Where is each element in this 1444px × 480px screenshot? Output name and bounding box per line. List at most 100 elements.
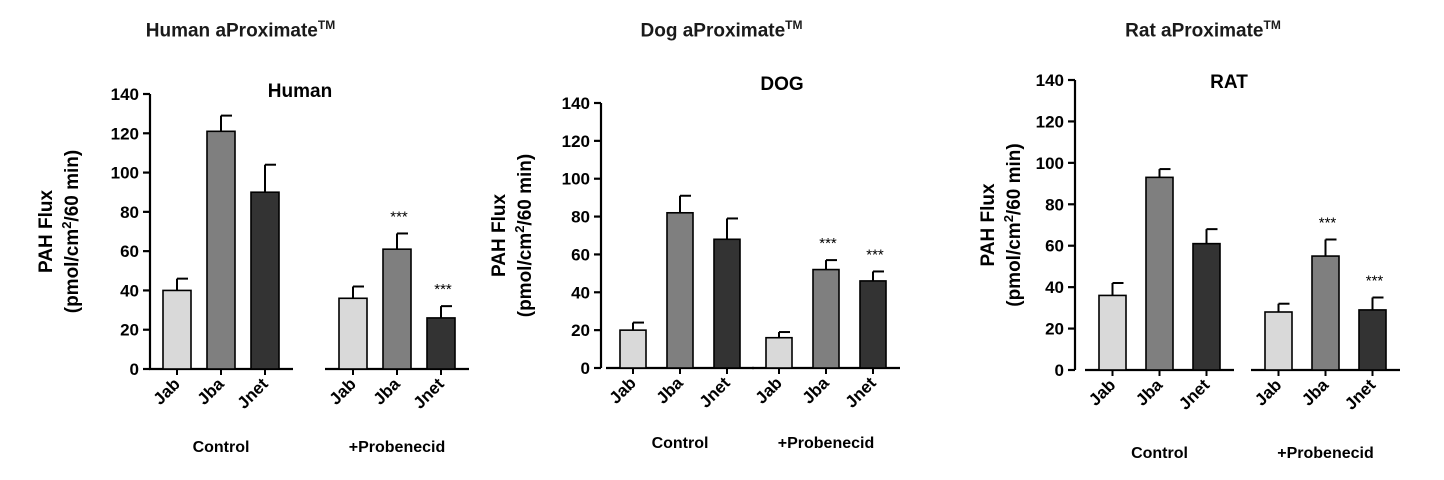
significance-marker: ***	[390, 208, 408, 225]
y-axis-label-line1: PAH Flux	[36, 190, 57, 273]
y-tick-label: 40	[1045, 278, 1064, 297]
x-tick-label: Jnet	[1341, 375, 1379, 413]
y-tick-label: 0	[1055, 361, 1064, 380]
y-axis-label-line2: (pmol/cm2/60 min)	[59, 150, 83, 314]
y-axis-label-unit-sup: 2	[512, 226, 527, 233]
bar-jnet	[713, 238, 741, 369]
y-axis-label-unit-post: /60 min)	[1004, 143, 1025, 215]
bar-jba	[1311, 255, 1340, 371]
group-label: +Probenecid	[778, 435, 874, 452]
x-tick-label: Jba	[194, 374, 229, 409]
panel-header-text: Rat aProximate	[1125, 20, 1264, 42]
y-axis-label-unit-post: /60 min)	[515, 154, 536, 226]
bar-jab	[619, 329, 647, 369]
chart-dog: DOG 0 20 40 60 80 100 120 140 PAH Flux (pmol/cm2/6…	[489, 74, 900, 452]
x-tick-label: Jnet	[1175, 375, 1213, 413]
x-tick-label: Jba	[1132, 375, 1167, 410]
y-tick-label: 140	[111, 85, 139, 104]
bar-jnet	[859, 280, 887, 369]
x-tick-label: Jab	[752, 373, 786, 407]
y-tick-label: 40	[571, 283, 590, 302]
bar-jnet	[426, 317, 456, 370]
significance-marker: ***	[434, 281, 452, 298]
bar-jab	[338, 297, 368, 370]
y-tick-label: 0	[130, 360, 139, 379]
y-axis-label-unit-pre: (pmol/cm	[515, 233, 536, 317]
x-tick-label: Jab	[606, 373, 640, 407]
significance-marker: ***	[1366, 273, 1384, 290]
x-tick-label: Jab	[150, 374, 184, 408]
bar-jba	[1145, 176, 1174, 371]
y-tick-label: 100	[111, 164, 139, 183]
bar-jba	[812, 268, 840, 369]
x-tick-label: Jnet	[234, 374, 272, 412]
bar-jnet	[1192, 242, 1221, 371]
y-tick-label: 20	[571, 321, 590, 340]
y-tick-label: 100	[562, 170, 590, 189]
y-tick-label: 20	[120, 321, 139, 340]
bar-jba	[206, 130, 236, 370]
bar-jab	[162, 289, 192, 370]
bar-jnet	[250, 191, 280, 370]
panel-header: Dog aProximateTM	[481, 18, 962, 42]
y-axis-label: PAH Flux (pmol/cm2/60 min)	[489, 154, 536, 318]
chart-title: RAT	[1210, 72, 1248, 93]
x-tick-label: Jab	[1085, 375, 1119, 409]
bar-jab	[1264, 311, 1293, 371]
y-axis-label-line1: PAH Flux	[489, 194, 510, 277]
chart-human: Human 0 20 40 60 80 100 120 140 PAH Flux (pmol/cm2…	[36, 81, 469, 456]
x-tick-label: Jnet	[696, 373, 734, 411]
y-tick-label: 80	[1045, 195, 1064, 214]
panel-human: Human aProximateTM Human 0 20 40 60 80 100 120 1…	[0, 0, 481, 480]
y-tick-label: 120	[562, 132, 590, 151]
y-tick-label: 80	[571, 208, 590, 227]
significance-marker: ***	[1319, 215, 1337, 232]
x-tick-label: Jba	[1298, 375, 1333, 410]
y-axis-label-line2: (pmol/cm2/60 min)	[512, 154, 536, 318]
x-tick-label: Jnet	[842, 373, 880, 411]
y-axis-label-unit-pre: (pmol/cm	[1004, 222, 1025, 306]
chart-rat: RAT 0 20 40 60 80 100 120 140 PAH Flux (pmol/cm2/6…	[978, 71, 1400, 462]
panel-header-text: Human aProximate	[145, 20, 318, 42]
x-tick-label: Jba	[799, 373, 834, 408]
panel-header-trademark: TM	[317, 18, 336, 32]
y-axis-label-unit-sup: 2	[1001, 215, 1016, 222]
bar-jnet	[1358, 309, 1387, 371]
panel-dog: Dog aProximateTM DOG 0 20 40 60 80 100 120 140 PA…	[481, 0, 962, 480]
panel-header-trademark: TM	[1263, 18, 1281, 32]
y-tick-label: 140	[1036, 71, 1064, 90]
significance-marker: ***	[866, 246, 884, 263]
chart-title: Human	[268, 81, 332, 102]
significance-marker: ***	[819, 235, 837, 252]
x-tick-label: Jab	[326, 374, 360, 408]
x-tick-label: Jab	[1251, 375, 1285, 409]
y-tick-label: 80	[120, 203, 139, 222]
panel-header-text: Dog aProximate	[640, 20, 786, 42]
y-tick-label: 20	[1045, 320, 1064, 339]
y-tick-label: 0	[581, 359, 590, 378]
group-label: Control	[1131, 445, 1188, 462]
y-axis-label-unit-post: /60 min)	[62, 150, 83, 222]
y-tick-label: 60	[120, 242, 139, 261]
panel-header: Human aProximateTM	[0, 18, 481, 42]
y-axis-label: PAH Flux (pmol/cm2/60 min)	[36, 150, 83, 314]
group-label: Control	[193, 439, 250, 456]
panel-header-trademark: TM	[785, 18, 803, 32]
x-tick-label: Jba	[653, 373, 688, 408]
chart-title: DOG	[760, 74, 803, 95]
y-tick-label: 120	[111, 124, 139, 143]
y-tick-label: 60	[1045, 237, 1064, 256]
y-axis-label-line1: PAH Flux	[978, 183, 999, 266]
bar-jba	[666, 211, 694, 369]
y-tick-label: 140	[562, 94, 590, 113]
bar-jab	[1098, 294, 1127, 371]
bar-jab	[765, 336, 793, 369]
y-tick-label: 60	[571, 245, 590, 264]
y-axis-label-unit-pre: (pmol/cm	[62, 229, 83, 313]
bar-jba	[382, 248, 412, 370]
y-tick-label: 100	[1036, 154, 1064, 173]
panel-rat: Rat aProximateTM RAT 0 20 40 60 80 100 120 140 PA…	[962, 0, 1444, 480]
x-tick-label: Jnet	[410, 374, 448, 412]
group-label: +Probenecid	[1277, 445, 1373, 462]
y-tick-label: 120	[1036, 112, 1064, 131]
